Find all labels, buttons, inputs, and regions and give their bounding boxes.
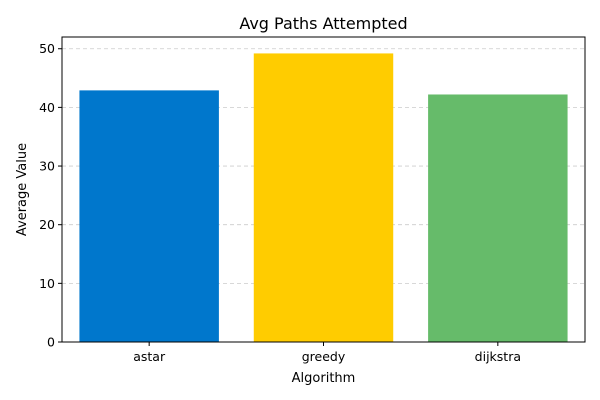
y-tick-label-0: 0 [47, 335, 55, 350]
y-tick-label-50: 50 [39, 41, 55, 56]
y-tick-label-30: 30 [39, 159, 55, 174]
chart-title: Avg Paths Attempted [239, 14, 407, 33]
x-tick-label-greedy: greedy [302, 349, 346, 364]
y-tick-label-40: 40 [39, 100, 55, 115]
bar-greedy [253, 53, 394, 343]
y-tick-label-20: 20 [39, 217, 55, 232]
x-axis-ticks: astar greedy dijkstra [133, 342, 521, 364]
x-tick-label-astar: astar [133, 349, 166, 364]
x-axis-label: Algorithm [292, 371, 356, 386]
y-axis-ticks: 0 10 20 30 40 50 [39, 41, 62, 350]
bars [79, 53, 568, 343]
bar-dijkstra [428, 94, 568, 342]
bar-astar [79, 90, 219, 342]
y-axis-label: Average Value [15, 143, 30, 236]
x-tick-label-dijkstra: dijkstra [475, 349, 521, 364]
y-tick-label-10: 10 [39, 276, 55, 291]
